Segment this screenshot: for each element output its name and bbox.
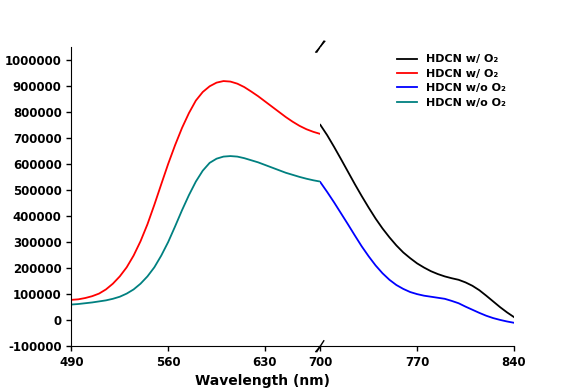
- Legend: HDCN w/ O₂, HDCN w/ O₂, HDCN w/o O₂, HDCN w/o O₂: HDCN w/ O₂, HDCN w/ O₂, HDCN w/o O₂, HDC…: [395, 52, 508, 110]
- Text: Wavelength (nm): Wavelength (nm): [195, 374, 330, 388]
